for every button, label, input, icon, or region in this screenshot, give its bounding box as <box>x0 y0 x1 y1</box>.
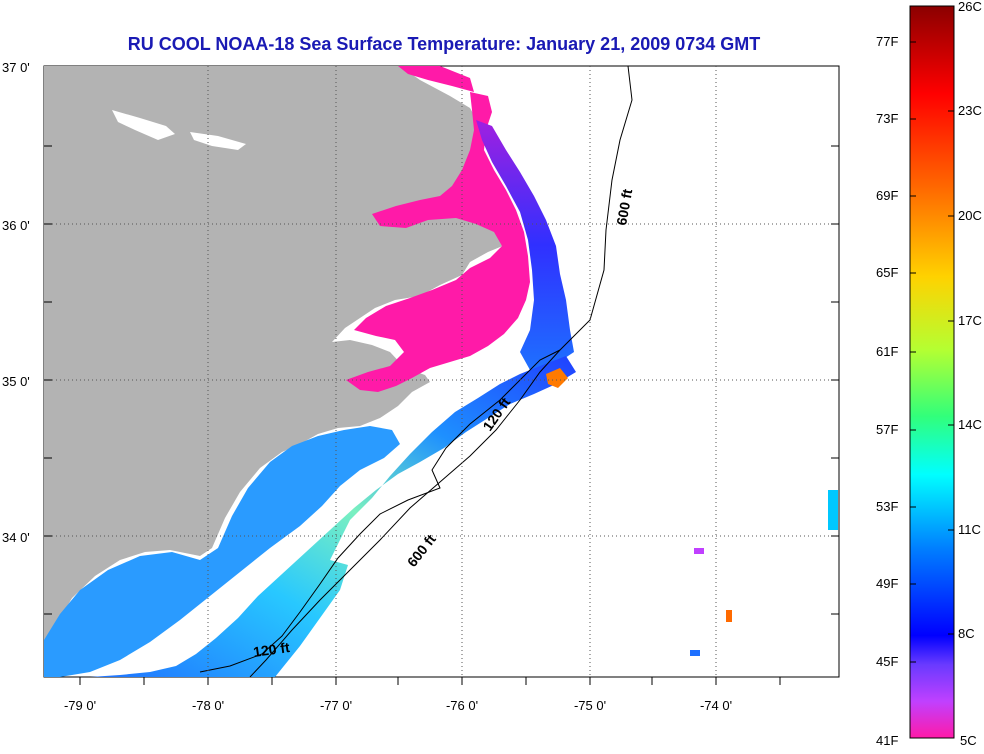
colorbar-label-f: 77F <box>876 34 898 49</box>
colorbar-label-f: 57F <box>876 422 898 437</box>
isobath-600ft <box>249 66 633 677</box>
colorbar-label-c: 5C <box>960 733 977 748</box>
colorbar-label-c: 23C <box>958 103 982 118</box>
shelf-waters <box>476 120 574 370</box>
colorbar-label-c: 17C <box>958 313 982 328</box>
warm-patch <box>546 368 568 388</box>
lon-label: -77 0' <box>320 698 352 713</box>
colorbar-label-f: 73F <box>876 111 898 126</box>
colorbar-label-c: 8C <box>958 626 975 641</box>
offshore-patch <box>828 490 838 530</box>
colorbar-label-f: 49F <box>876 576 898 591</box>
isobath-label: 600 ft <box>613 187 635 226</box>
offshore-patch <box>690 650 700 656</box>
lon-label: -74 0' <box>700 698 732 713</box>
lon-label: -76 0' <box>446 698 478 713</box>
colorbar-label-c: 20C <box>958 208 982 223</box>
grid-lines <box>44 66 839 677</box>
offshore-patch <box>694 548 704 554</box>
lon-label: -79 0' <box>64 698 96 713</box>
map-title: RU COOL NOAA-18 Sea Surface Temperature:… <box>127 34 761 54</box>
colorbar-label-f: 41F <box>876 733 898 748</box>
colorbar-label-f: 61F <box>876 344 898 359</box>
colorbar-ticks <box>910 5 954 663</box>
isobath-120ft <box>199 349 561 673</box>
colorbar-label-f: 53F <box>876 499 898 514</box>
lon-label: -78 0' <box>192 698 224 713</box>
lat-label: 36 0' <box>2 218 30 233</box>
colorbar <box>909 5 955 739</box>
lon-label: -75 0' <box>574 698 606 713</box>
sound-waters <box>398 66 474 92</box>
inland-lake <box>112 110 175 140</box>
lat-label: 34 0' <box>2 530 30 545</box>
lat-label: 37 0' <box>2 60 30 75</box>
coastal-sst-band <box>44 426 400 677</box>
colorbar-label-f: 45F <box>876 654 898 669</box>
axis-ticks <box>44 145 839 685</box>
colorbar-label-c: 14C <box>958 417 982 432</box>
colorbar-label-c: 26C <box>958 0 982 14</box>
lat-label: 35 0' <box>2 374 30 389</box>
colorbar-label-f: 69F <box>876 188 898 203</box>
isobath-label: 120 ft <box>252 639 291 660</box>
sound-waters <box>346 92 530 392</box>
colorbar-label-f: 65F <box>876 265 898 280</box>
colorbar-label-c: 11C <box>958 522 981 537</box>
inland-lake <box>190 132 246 150</box>
offshore-patch <box>726 610 732 622</box>
coastal-sst-band <box>44 356 576 677</box>
